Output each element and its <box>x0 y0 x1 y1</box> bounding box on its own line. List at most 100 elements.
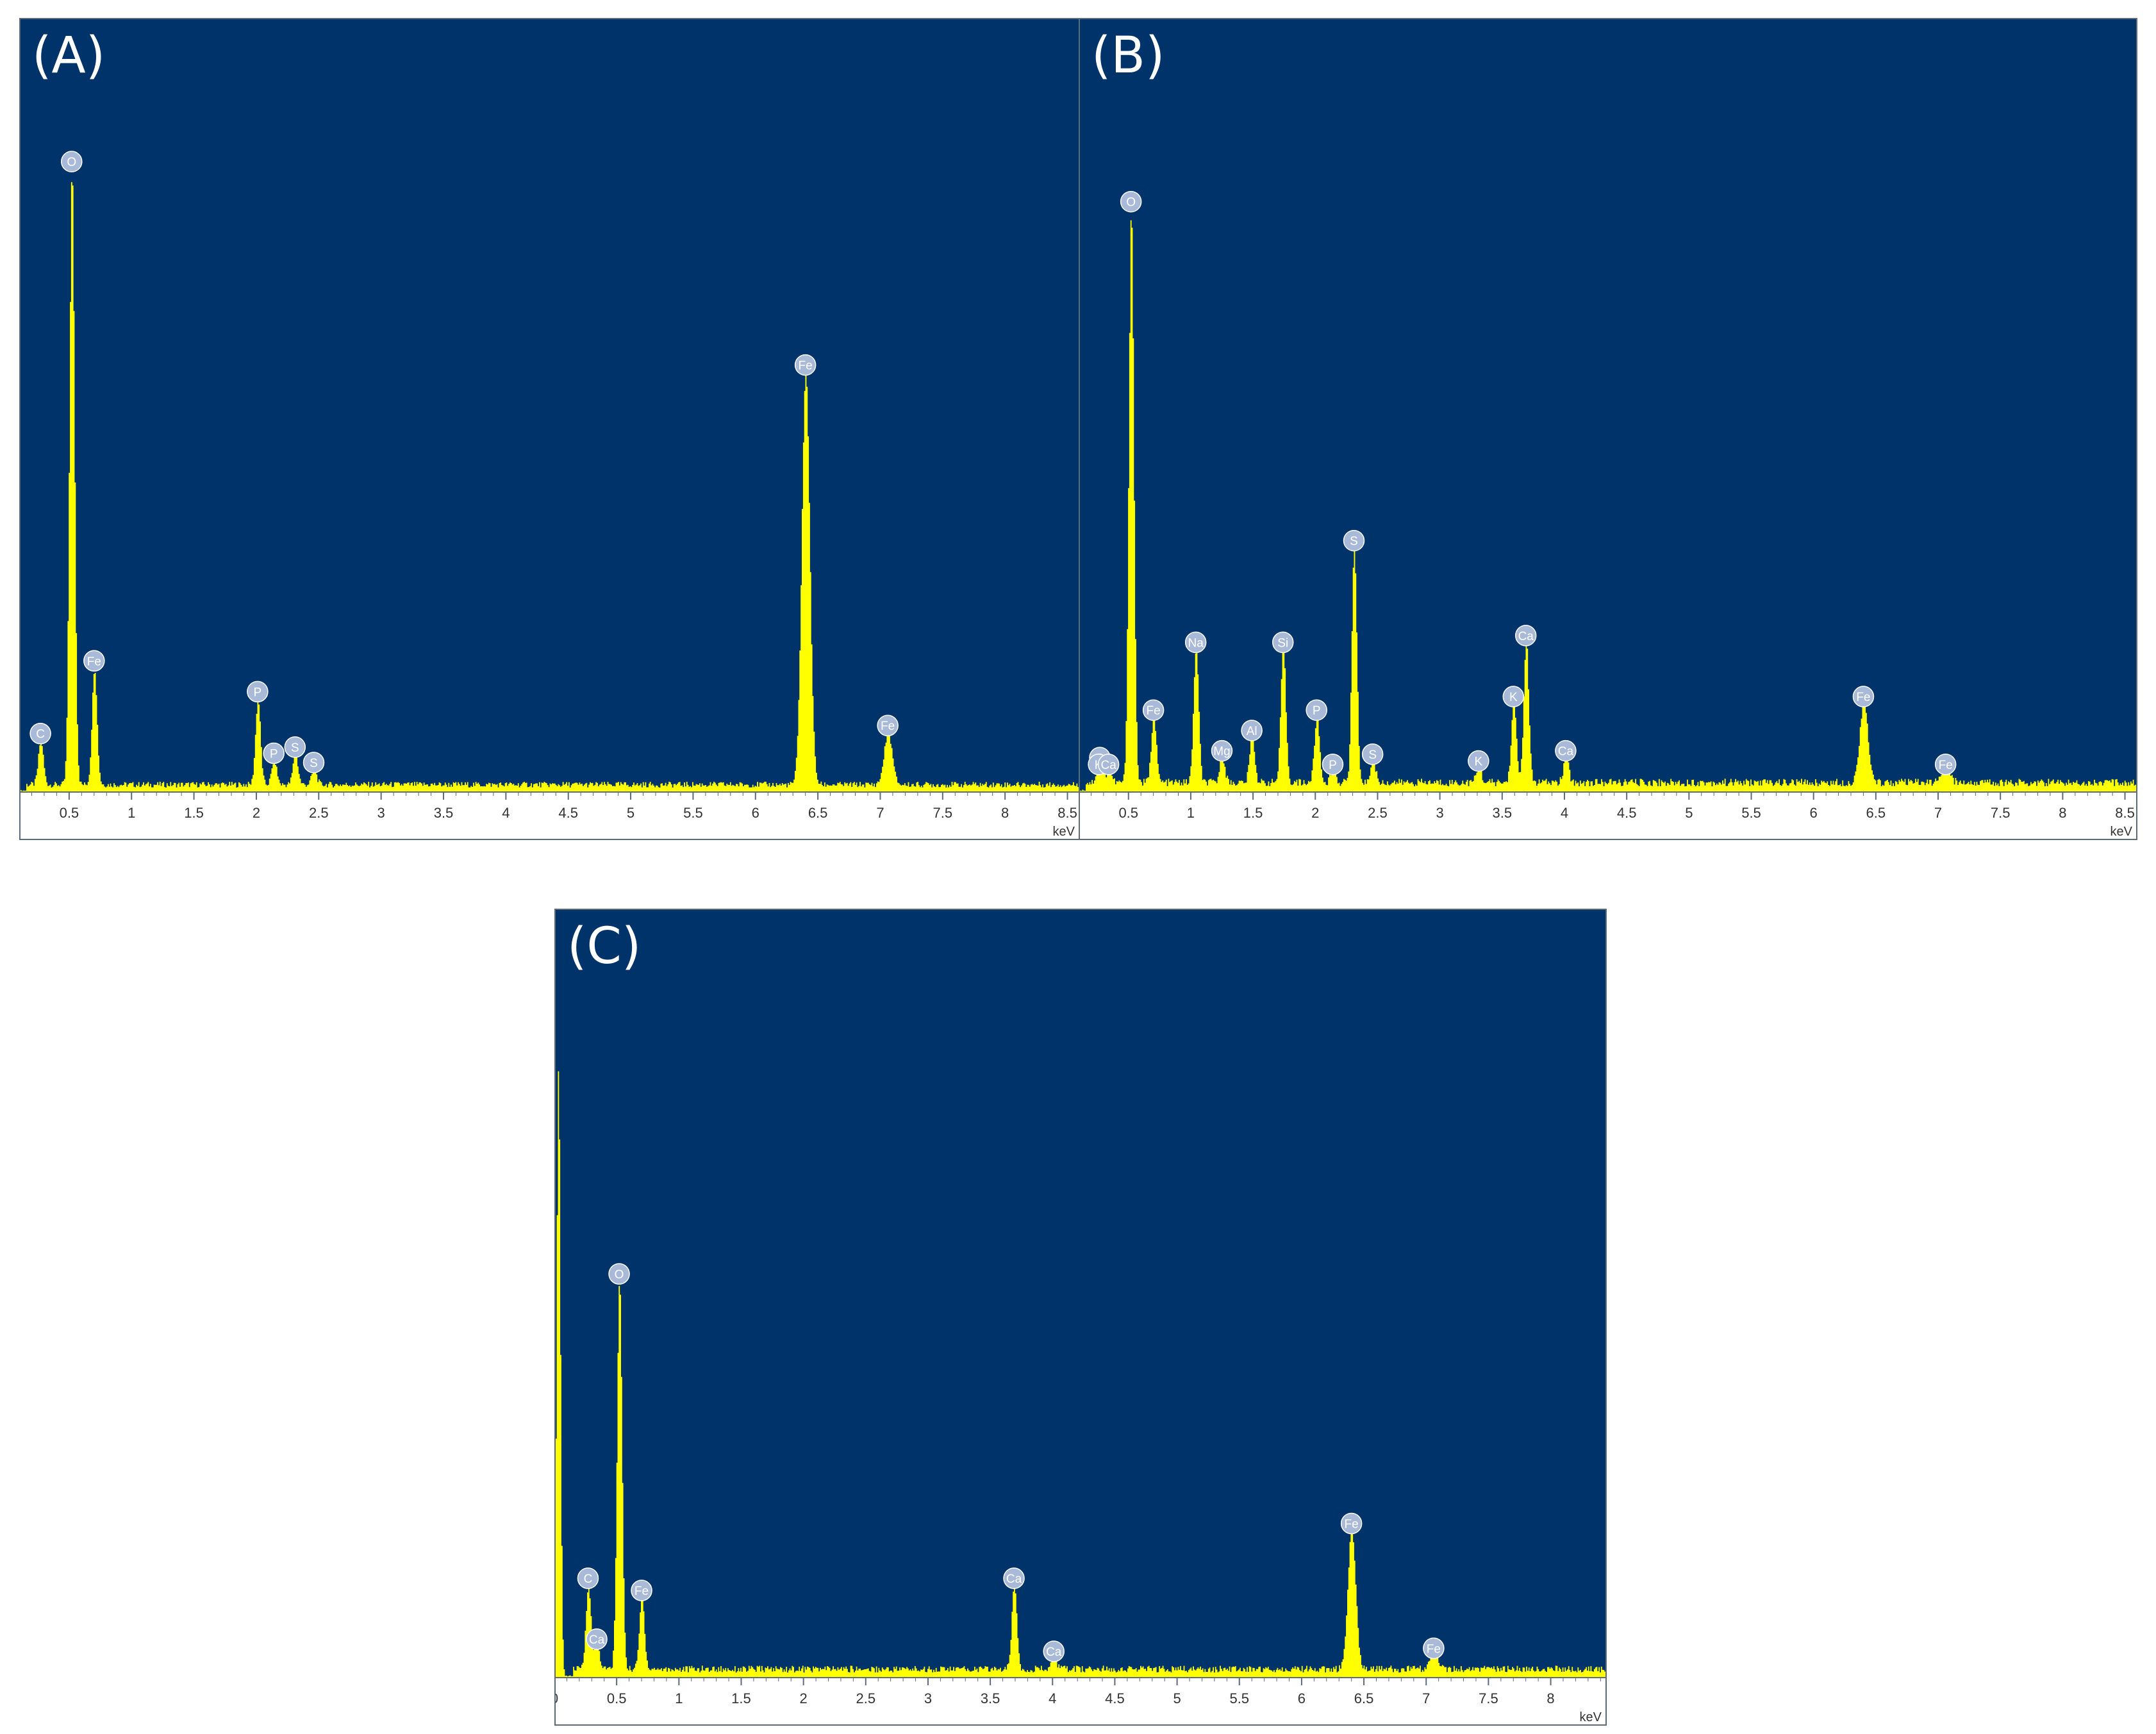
svg-text:O: O <box>615 1268 624 1282</box>
svg-text:S: S <box>310 757 318 770</box>
x-tick-label: 7.5 <box>1991 805 2011 821</box>
x-tick-label: 4.5 <box>1617 805 1637 821</box>
peak-label-ca: Ca <box>1043 1640 1065 1662</box>
svg-text:Fe: Fe <box>799 359 813 373</box>
x-tick-label: 6.5 <box>1354 1690 1374 1706</box>
peak-label-k: K <box>1502 686 1525 707</box>
x-tick-label: 2 <box>1311 805 1319 821</box>
peak-label-s: S <box>284 736 306 758</box>
x-tick-label: 4 <box>502 805 510 821</box>
svg-text:K: K <box>1475 756 1483 769</box>
x-tick-label: 0.5 <box>607 1690 627 1706</box>
peak-label-ca: Ca <box>1514 625 1537 647</box>
svg-text:Fe: Fe <box>1856 691 1870 704</box>
spectrum-panel-b: CKCaOFeNaMgAlSiPPSSKKCaCaFeFe0.511.522.5… <box>1079 18 2137 840</box>
svg-text:Fe: Fe <box>87 655 101 668</box>
peak-label-k: K <box>1468 750 1489 772</box>
x-tick-label: 5 <box>1173 1690 1181 1706</box>
x-tick-label: 1 <box>128 805 135 821</box>
plot-area <box>19 18 1080 792</box>
peak-label-fe: Fe <box>1423 1637 1445 1659</box>
x-tick-label: 2.5 <box>309 805 329 821</box>
svg-text:Si: Si <box>1277 636 1288 650</box>
x-tick-label: 1 <box>675 1690 683 1706</box>
x-tick-label: 8.5 <box>2115 805 2135 821</box>
x-tick-label: 2.5 <box>1368 805 1388 821</box>
x-tick-label: 2 <box>253 805 260 821</box>
x-tick-label: 7.5 <box>1479 1690 1498 1706</box>
peak-label-o: O <box>1120 190 1142 213</box>
x-tick-label: 4.5 <box>558 805 578 821</box>
peak-label-fe: Fe <box>1142 699 1165 721</box>
peak-label-fe: Fe <box>631 1580 652 1601</box>
peak-label-s: S <box>1361 743 1384 765</box>
plot-area <box>1079 18 2137 792</box>
x-tick-label: 3.5 <box>434 805 454 821</box>
x-tick-label: 7 <box>1934 805 1942 821</box>
spectrum-chart-c: C Ca O Fe Ca Ca Fe Fe 0 0.5 1 1.5 2 2.5 3 3.5 4 4.5 5 5.5 6 6… <box>554 909 1607 1726</box>
peak-label-p: P <box>1322 754 1344 775</box>
peak-label-fe: Fe <box>1934 754 1957 775</box>
svg-text:O: O <box>67 156 76 169</box>
svg-text:Ca: Ca <box>1046 1646 1062 1659</box>
x-unit-label: keV <box>1580 1710 1602 1724</box>
x-tick-label: 6 <box>752 805 759 821</box>
svg-text:P: P <box>1329 759 1337 772</box>
x-tick-label: 3.5 <box>1493 805 1513 821</box>
peak-label-fe: Fe <box>1852 686 1875 707</box>
x-tick-label: 8 <box>1001 805 1009 821</box>
x-tick-label: 5 <box>627 805 634 821</box>
x-tick-label: 5 <box>1685 805 1693 821</box>
x-tick-label: 0.5 <box>60 805 79 821</box>
svg-text:P: P <box>1313 704 1321 718</box>
x-tick-label: 3.5 <box>981 1690 1000 1706</box>
x-tick-label: 6.5 <box>808 805 828 821</box>
svg-text:Fe: Fe <box>881 720 895 733</box>
x-tick-label: 6 <box>1298 1690 1306 1706</box>
x-tick-label: 6.5 <box>1866 805 1886 821</box>
peak-label-ca: Ca <box>586 1628 608 1650</box>
panel-label: (B) <box>1091 27 1165 85</box>
x-tick-label: 1.5 <box>184 805 204 821</box>
peak-label-p: P <box>1306 699 1327 721</box>
x-tick-label: 8.5 <box>1057 805 1077 821</box>
panel-frame <box>1079 18 2137 840</box>
peak-label-p: P <box>263 742 285 764</box>
peak-label-o: O <box>61 151 83 172</box>
x-tick-label: 8 <box>2059 805 2066 821</box>
svg-text:Mg: Mg <box>1213 745 1230 759</box>
x-tick-label: 3 <box>924 1690 932 1706</box>
peak-label-s: S <box>303 752 325 773</box>
peak-label-fe: Fe <box>794 354 817 376</box>
svg-text:Al: Al <box>1247 725 1257 738</box>
x-tick-label: 6 <box>1810 805 1818 821</box>
peak-label-mg: Mg <box>1211 739 1233 762</box>
x-tick-label: 1 <box>1187 805 1195 821</box>
svg-text:C: C <box>584 1573 593 1586</box>
peak-label-fe: Fe <box>877 714 899 736</box>
x-tick-label: 4.5 <box>1105 1690 1125 1706</box>
x-tick-label: 4 <box>1049 1690 1056 1706</box>
x-tick-label: 2 <box>800 1690 808 1706</box>
peak-label-ca: Ca <box>1555 739 1577 762</box>
x-tick-label: 5.5 <box>683 805 703 821</box>
x-tick-label: 2.5 <box>856 1690 876 1706</box>
svg-text:Fe: Fe <box>1147 704 1161 718</box>
peak-label-ca: Ca <box>1003 1567 1025 1589</box>
x-tick-label: 7 <box>1422 1690 1430 1706</box>
peak-label-c: C <box>577 1567 599 1589</box>
x-tick-label: 7 <box>876 805 884 821</box>
x-tick-label: 3 <box>377 805 385 821</box>
peak-label-fe: Fe <box>83 650 105 672</box>
svg-text:O: O <box>1126 196 1136 210</box>
peak-label-fe: Fe <box>1340 1512 1363 1535</box>
panel-frame <box>554 909 1607 1726</box>
svg-text:Fe: Fe <box>634 1585 649 1598</box>
spectrum-panel-c: C Ca O Fe Ca Ca Fe Fe 0 0.5 1 1.5 2 2.5 3 3.5 4 4.5 5 5.5 6 6… <box>554 909 1607 1726</box>
x-tick-label: 7.5 <box>933 805 953 821</box>
peak-label-o: O <box>608 1263 630 1285</box>
peak-label-s: S <box>1343 529 1365 552</box>
panel-label: (A) <box>32 27 105 85</box>
x-tick-label: 1.5 <box>731 1690 751 1706</box>
svg-text:S: S <box>1350 535 1358 549</box>
